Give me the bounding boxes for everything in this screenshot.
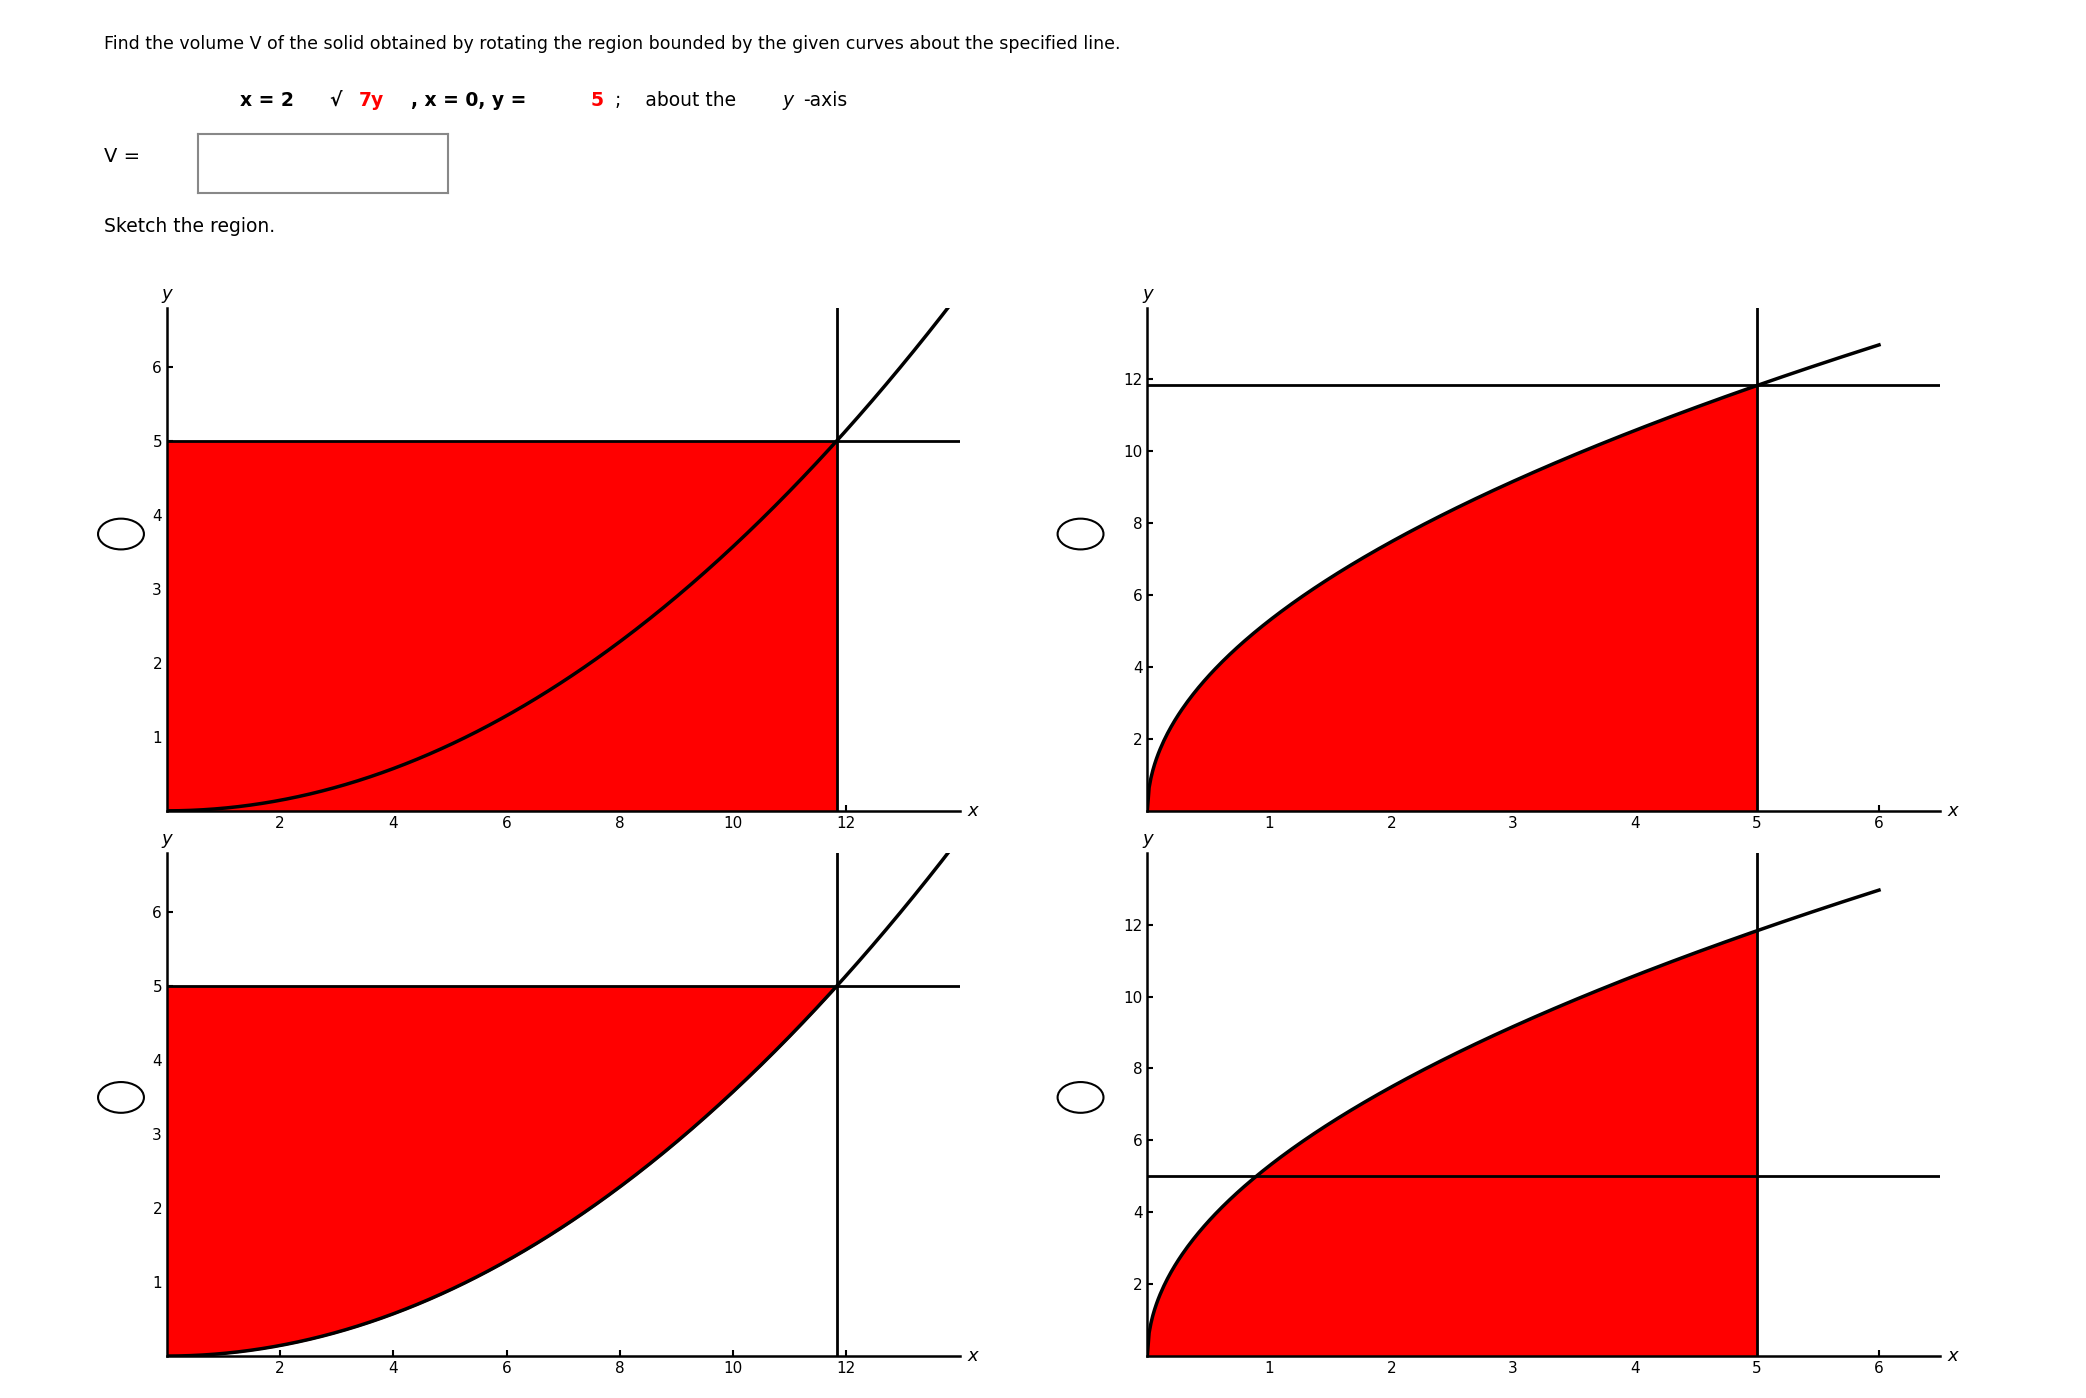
Text: √: √	[330, 91, 342, 110]
Text: y: y	[782, 91, 793, 110]
Text: y: y	[1141, 285, 1154, 302]
Text: x: x	[968, 802, 978, 819]
Text: y: y	[1141, 830, 1154, 847]
Text: x: x	[968, 1348, 978, 1364]
Text: Find the volume V of the solid obtained by rotating the region bounded by the gi: Find the volume V of the solid obtained …	[104, 35, 1120, 53]
Text: x = 2: x = 2	[240, 91, 300, 110]
Text: ;    about the: ; about the	[615, 91, 743, 110]
Text: y: y	[161, 285, 173, 302]
Text: Sketch the region.: Sketch the region.	[104, 217, 275, 236]
Text: x: x	[1948, 802, 1959, 819]
Text: 5: 5	[590, 91, 603, 110]
Text: , x = 0, y =: , x = 0, y =	[411, 91, 532, 110]
Text: x: x	[1948, 1348, 1959, 1364]
Text: y: y	[161, 830, 173, 847]
Text: -axis: -axis	[803, 91, 847, 110]
Text: 7y: 7y	[359, 91, 384, 110]
Text: V =: V =	[104, 147, 140, 166]
